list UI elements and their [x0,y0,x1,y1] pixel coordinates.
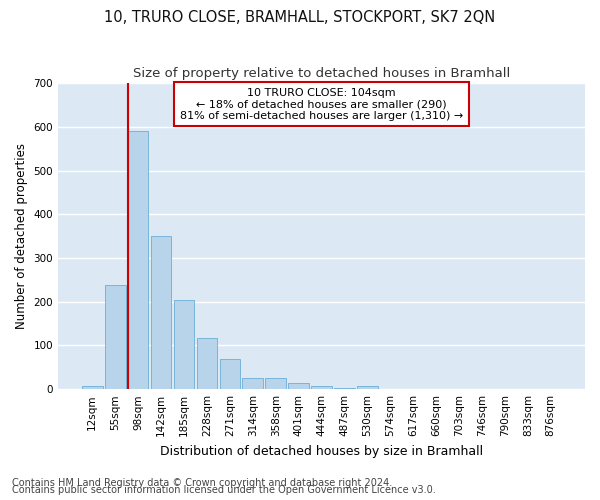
Text: 10 TRURO CLOSE: 104sqm
← 18% of detached houses are smaller (290)
81% of semi-de: 10 TRURO CLOSE: 104sqm ← 18% of detached… [180,88,463,121]
Bar [128,131,148,389]
Bar [265,378,286,389]
Bar [197,338,217,389]
Bar [311,386,332,389]
Bar [220,358,240,389]
Text: Contains public sector information licensed under the Open Government Licence v3: Contains public sector information licen… [12,485,436,495]
Bar [105,285,125,389]
Bar [242,378,263,389]
Text: Contains HM Land Registry data © Crown copyright and database right 2024.: Contains HM Land Registry data © Crown c… [12,478,392,488]
Bar [288,382,309,389]
Bar [151,236,172,389]
Bar [334,388,355,389]
Bar [82,386,103,389]
X-axis label: Distribution of detached houses by size in Bramhall: Distribution of detached houses by size … [160,444,483,458]
Text: 10, TRURO CLOSE, BRAMHALL, STOCKPORT, SK7 2QN: 10, TRURO CLOSE, BRAMHALL, STOCKPORT, SK… [104,10,496,25]
Y-axis label: Number of detached properties: Number of detached properties [15,143,28,329]
Title: Size of property relative to detached houses in Bramhall: Size of property relative to detached ho… [133,68,510,80]
Bar [357,386,377,389]
Bar [173,300,194,389]
